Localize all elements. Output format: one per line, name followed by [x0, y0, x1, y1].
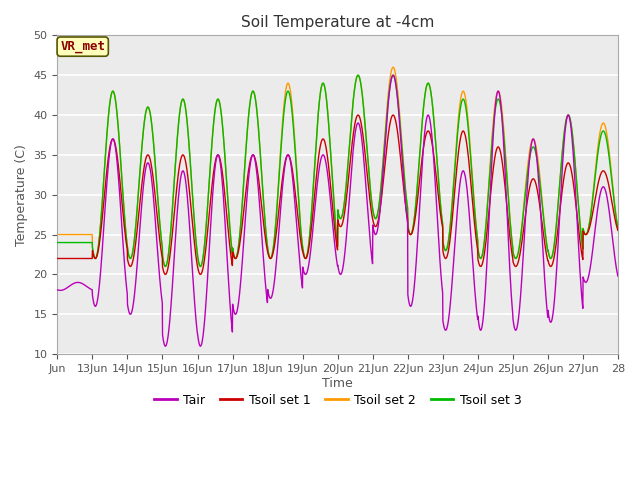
Legend: Tair, Tsoil set 1, Tsoil set 2, Tsoil set 3: Tair, Tsoil set 1, Tsoil set 2, Tsoil se…: [149, 389, 526, 412]
Y-axis label: Temperature (C): Temperature (C): [15, 144, 28, 246]
Text: VR_met: VR_met: [60, 40, 105, 53]
Title: Soil Temperature at -4cm: Soil Temperature at -4cm: [241, 15, 435, 30]
X-axis label: Time: Time: [323, 377, 353, 390]
